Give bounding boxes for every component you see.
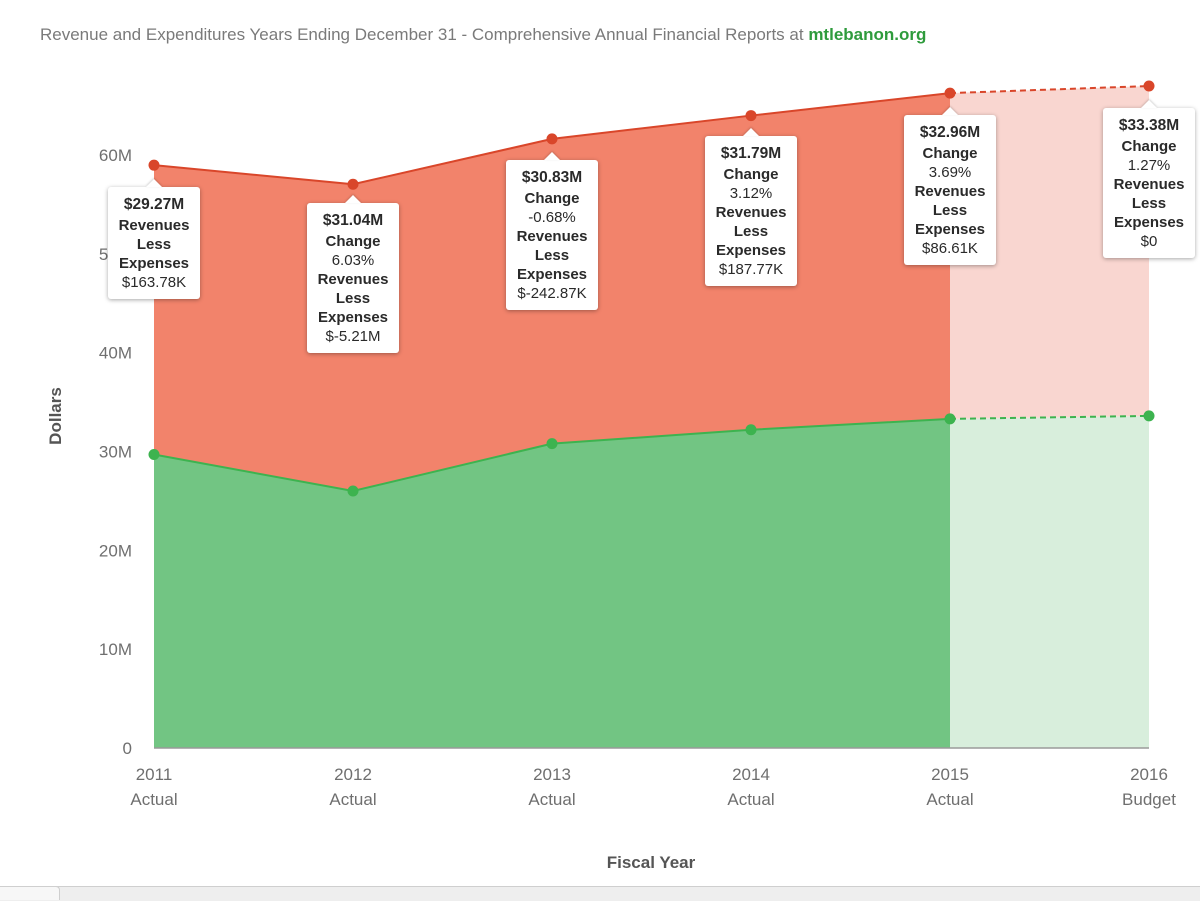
points-layer — [148, 80, 1155, 497]
x-tick-kind: Actual — [528, 790, 575, 809]
tooltip-change: 6.03% — [331, 252, 375, 269]
areas-layer — [154, 86, 1149, 748]
tooltip-2013: $30.83M Change -0.68% Revenues Less Expense… — [506, 160, 598, 310]
y-axis-title: Dollars — [46, 387, 65, 445]
tooltip-change-label: Change — [1121, 138, 1177, 155]
tooltip-rle: $0 — [1140, 233, 1158, 250]
tooltip-rle: $-5.21M — [325, 328, 381, 345]
x-tick-kind: Actual — [727, 790, 774, 809]
x-tick-year: 2012 — [334, 765, 372, 784]
chart-title: Revenue and Expenditures Years Ending De… — [40, 25, 926, 45]
x-tick-year: 2016 — [1130, 765, 1168, 784]
x-tick-year: 2013 — [533, 765, 571, 784]
tooltip-change: 3.12% — [729, 185, 773, 202]
tooltip-change-label: Change — [723, 166, 779, 183]
tooltip-2012: $31.04M Change 6.03% Revenues Less Expenses… — [307, 203, 399, 353]
chart-title-text: Revenue and Expenditures Years Ending De… — [40, 25, 804, 44]
x-axis: 2011 Actual 2012 Actual 2013 Actual 2014 Actual… — [130, 747, 1176, 809]
expenses-point-2016[interactable] — [1143, 410, 1155, 422]
expenses-point-2013[interactable] — [546, 438, 558, 450]
tooltip-value: $29.27M — [123, 196, 185, 213]
tooltip-2016: $33.38M Change 1.27% Revenues Less Expenses… — [1103, 108, 1195, 258]
expenses-point-2012[interactable] — [347, 485, 359, 497]
revenues-area-budget — [950, 86, 1149, 419]
tooltip-rle: $187.77K — [718, 261, 784, 278]
tooltip-value: $33.38M — [1118, 117, 1180, 134]
tooltip-2015: $32.96M Change 3.69% Revenues Less Expenses… — [904, 115, 996, 265]
y-tick-label: 0 — [123, 739, 132, 758]
tooltip-value: $31.04M — [322, 212, 384, 229]
y-tick-label: 60M — [99, 146, 132, 165]
expenses-point-2015[interactable] — [944, 413, 956, 425]
tooltip-value: $31.79M — [720, 145, 782, 162]
tooltip-rle: $-242.87K — [517, 285, 587, 302]
status-bar-tab[interactable] — [0, 886, 60, 900]
x-tick-kind: Actual — [329, 790, 376, 809]
tooltip-change-label: Change — [325, 233, 381, 250]
x-tick-kind: Actual — [926, 790, 973, 809]
tooltip-rle: $163.78K — [121, 274, 187, 291]
expenses-area-budget — [950, 415, 1149, 748]
x-tick-kind: Budget — [1122, 790, 1176, 809]
expenses-point-2014[interactable] — [745, 424, 757, 436]
tooltip-rle: $86.61K — [922, 240, 978, 257]
tooltip-rle-label: Revenues Less Expenses — [914, 183, 986, 238]
revenues-point-2016[interactable] — [1143, 80, 1155, 92]
tooltip-change-label: Change — [524, 190, 580, 207]
x-tick-year: 2011 — [136, 765, 173, 784]
tooltip-change: -0.68% — [528, 209, 576, 226]
y-tick-label: 40M — [99, 344, 132, 363]
revenues-point-2013[interactable] — [546, 133, 558, 145]
window-status-bar — [0, 886, 1200, 901]
tooltip-rle-label: Revenues Less Expenses — [1113, 176, 1185, 231]
revenues-point-2014[interactable] — [745, 110, 757, 122]
tooltip-2011: $29.27M Revenues Less Expenses $163.78K — [108, 187, 200, 299]
y-tick-label: 10M — [99, 640, 132, 659]
tooltip-rle-label: Revenues Less Expenses — [118, 217, 190, 272]
x-tick-year: 2015 — [931, 765, 969, 784]
site-link[interactable]: mtlebanon.org — [808, 25, 927, 44]
revenues-line-budget — [949, 85, 1150, 95]
tooltip-rle-label: Revenues Less Expenses — [317, 271, 389, 326]
x-tick-year: 2014 — [732, 765, 770, 784]
tooltip-change-label: Change — [922, 145, 978, 162]
expenses-area-actual — [154, 418, 950, 748]
tooltip-change: 1.27% — [1127, 157, 1171, 174]
expenses-line-budget — [949, 414, 1150, 420]
revenues-point-2015[interactable] — [944, 87, 956, 99]
y-tick-label: 20M — [99, 541, 132, 560]
revenues-point-2012[interactable] — [347, 178, 359, 190]
x-tick-kind: Actual — [130, 790, 177, 809]
tooltip-rle-label: Revenues Less Expenses — [516, 228, 588, 283]
x-axis-title: Fiscal Year — [607, 853, 696, 872]
tooltip-value: $30.83M — [521, 169, 583, 186]
y-tick-label: 30M — [99, 443, 132, 462]
expenses-point-2011[interactable] — [148, 448, 160, 460]
tooltip-rle-label: Revenues Less Expenses — [715, 204, 787, 259]
tooltip-2014: $31.79M Change 3.12% Revenues Less Expenses… — [705, 136, 797, 286]
tooltip-value: $32.96M — [919, 124, 981, 141]
tooltip-change: 3.69% — [928, 164, 972, 181]
revenues-point-2011[interactable] — [148, 159, 160, 171]
